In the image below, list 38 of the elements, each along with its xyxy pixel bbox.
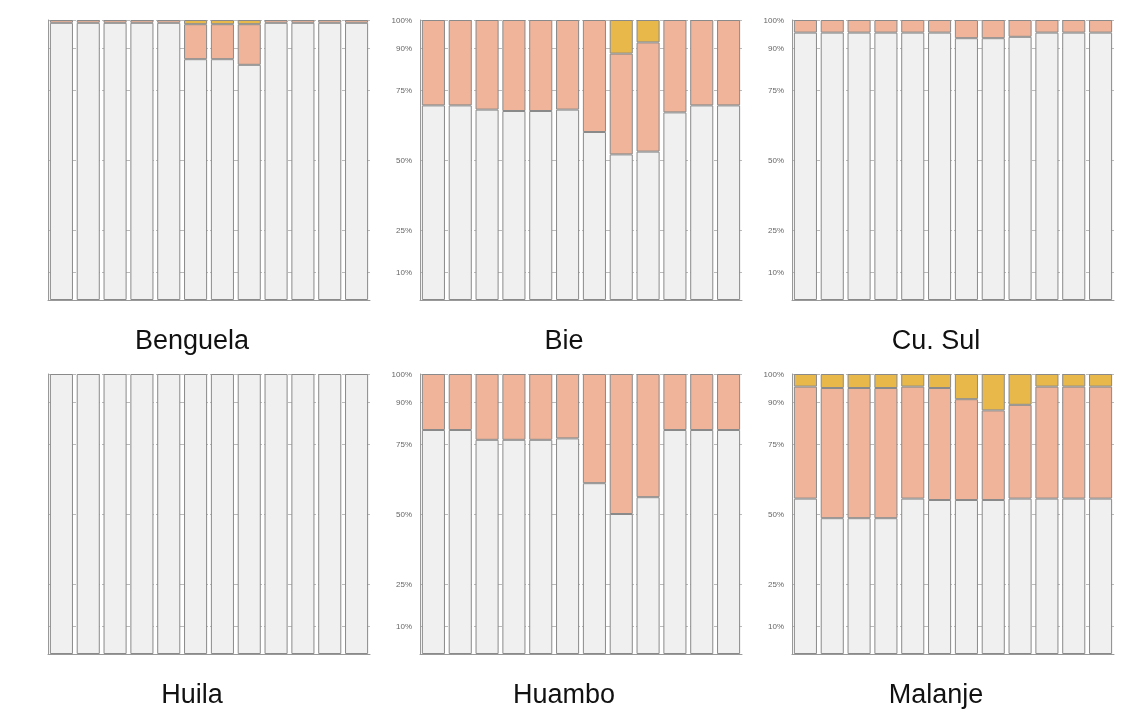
y-tick-label: 100% xyxy=(391,369,412,379)
bar xyxy=(157,22,181,300)
x-axis-title: Benguela xyxy=(134,324,251,355)
x-axis-title: Huila xyxy=(161,678,224,709)
y-tick-label: 10% xyxy=(767,267,784,277)
x-axis-title: Huambo xyxy=(512,678,616,709)
bar xyxy=(345,22,369,300)
y-tick-label: 25% xyxy=(395,579,412,589)
y-tick-label: 10% xyxy=(395,621,412,631)
bar xyxy=(291,22,315,300)
y-tick-label: 90% xyxy=(767,43,784,53)
y-tick-label: 75% xyxy=(767,439,784,449)
bar xyxy=(264,22,288,300)
x-axis-title: Cu. Sul xyxy=(891,324,981,355)
x-axis-title: Bie xyxy=(544,324,584,355)
y-tick-label: 50% xyxy=(395,509,412,519)
y-tick-label: 50% xyxy=(395,155,412,165)
y-tick-label: 75% xyxy=(767,85,784,95)
bar xyxy=(318,22,342,300)
y-tick-label: 50% xyxy=(767,155,784,165)
y-tick-label: 100% xyxy=(763,369,784,379)
y-tick-label: 90% xyxy=(767,397,784,407)
y-tick-label: 10% xyxy=(395,267,412,277)
y-tick-label: 10% xyxy=(767,621,784,631)
bar xyxy=(130,22,154,300)
y-tick-label: 75% xyxy=(395,439,412,449)
bar xyxy=(103,22,127,300)
x-axis-title: Malanje xyxy=(888,678,984,709)
bar xyxy=(76,22,100,300)
y-tick-label: 75% xyxy=(395,85,412,95)
y-tick-label: 25% xyxy=(395,225,412,235)
y-tick-label: 90% xyxy=(395,43,412,53)
y-tick-label: 25% xyxy=(767,579,784,589)
y-tick-label: 100% xyxy=(763,15,784,25)
y-tick-label: 100% xyxy=(391,15,412,25)
y-tick-label: 25% xyxy=(767,225,784,235)
y-tick-label: 90% xyxy=(395,397,412,407)
y-tick-label: 50% xyxy=(767,509,784,519)
